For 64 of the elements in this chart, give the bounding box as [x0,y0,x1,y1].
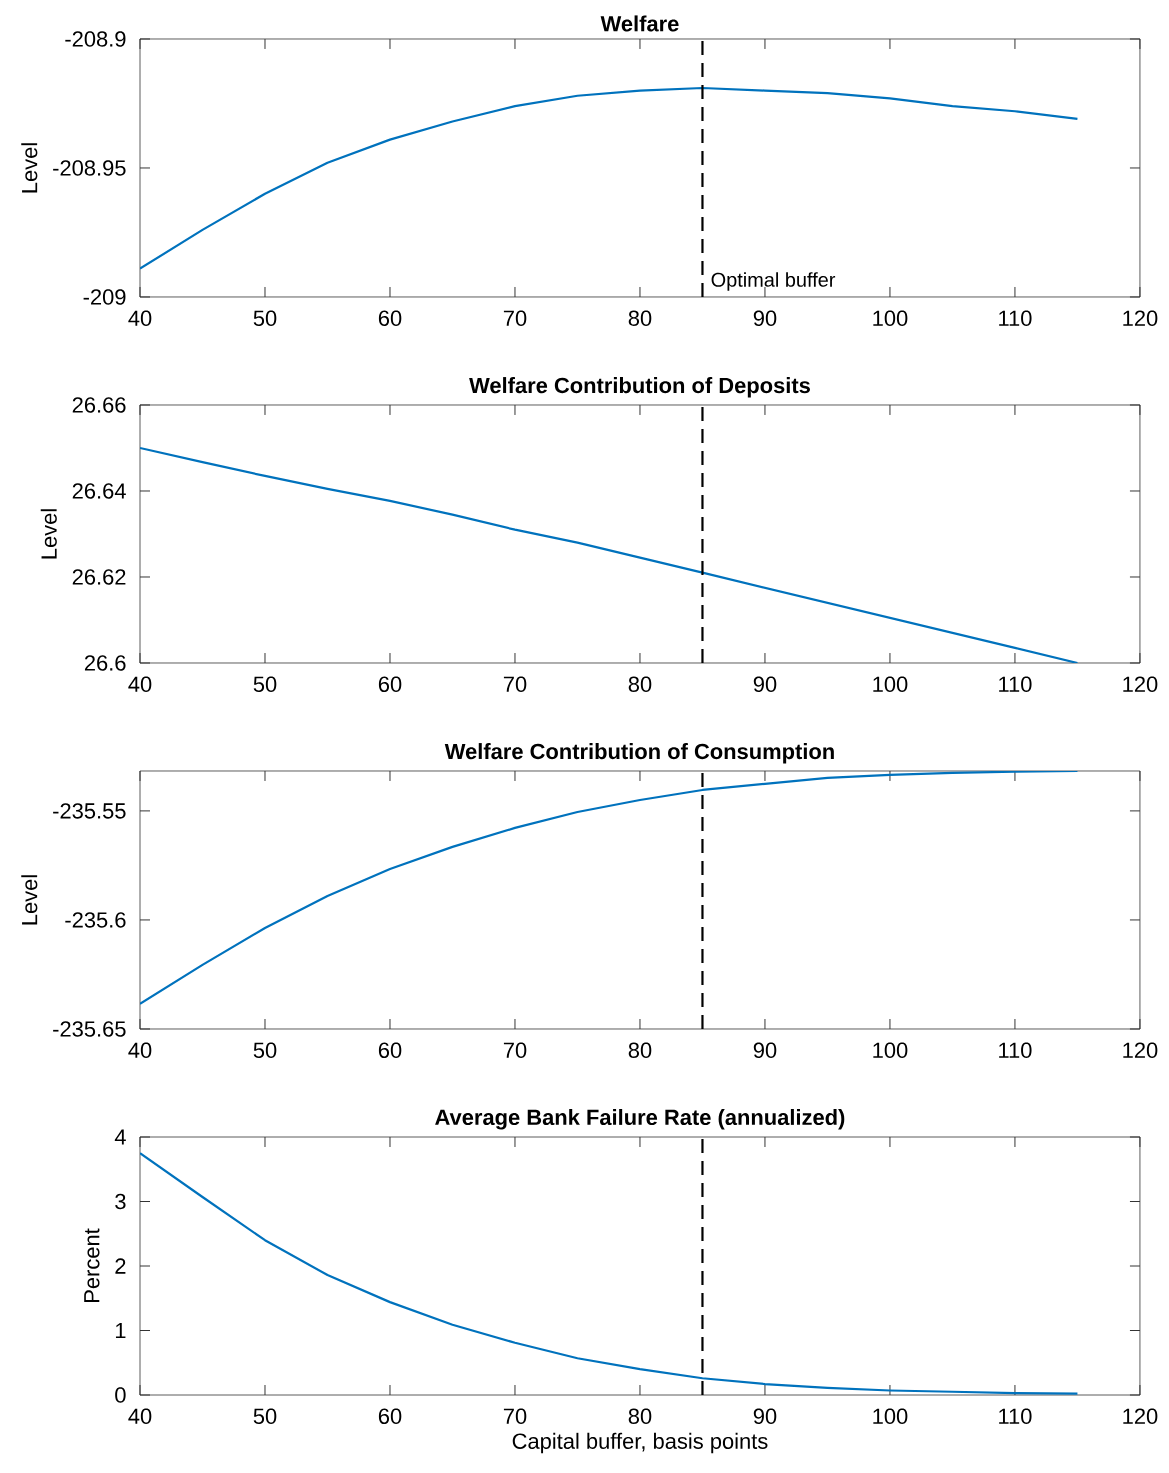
x-tick-label: 40 [128,310,152,327]
x-tick-label: 80 [628,1042,652,1059]
ref-line-label: Optimal buffer [711,272,836,291]
x-tick-label: 50 [253,310,277,327]
x-tick-label: 120 [1123,1042,1158,1059]
x-tick-label: 70 [503,1042,527,1059]
chart-title: Welfare Contribution of Deposits [469,377,810,398]
x-tick-label: 90 [753,310,777,327]
y-tick-label: -235.55 [53,803,126,819]
x-tick-label: 60 [378,676,402,693]
x-tick-label: 110 [999,676,1032,693]
x-tick-label: 60 [378,1042,402,1059]
x-tick-label: 90 [753,1042,777,1059]
x-tick-label: 100 [873,676,908,693]
x-tick-label: 110 [999,1408,1032,1425]
x-tick-label: 50 [253,676,277,693]
x-tick-label: 100 [873,310,908,327]
x-tick-label: 70 [503,676,527,693]
x-tick-label: 100 [873,1042,908,1059]
y-tick-label: -208.9 [65,31,126,47]
y-tick-label: 26.64 [72,483,126,499]
x-tick-label: 90 [753,1408,777,1425]
x-tick-label: 50 [253,1408,277,1425]
y-tick-label: 26.6 [84,655,126,671]
x-tick-label: 60 [378,310,402,327]
x-axis-title: Capital buffer, basis points [512,1432,768,1454]
line-series [140,770,1079,1006]
y-tick-label: 3 [115,1193,126,1210]
x-tick-label: 50 [253,1042,277,1059]
chart-title: Welfare Contribution of Consumption [444,743,834,764]
y-tick-label: 4 [114,1129,126,1145]
chart-title: Welfare [600,15,679,32]
x-tick-label: 100 [873,1408,908,1425]
y-tick-label: 2 [115,1258,126,1274]
y-tick-label: -209 [83,289,126,305]
x-tick-label: 70 [503,1408,527,1425]
x-tick-label: 80 [628,310,652,327]
x-tick-label: 120 [1123,1408,1158,1425]
y-tick-label: -235.6 [65,912,126,928]
y-tick-label: -208.95 [53,160,126,176]
x-tick-label: 40 [128,1042,152,1059]
line-series [140,86,1079,270]
y-tick-label: 1 [115,1322,126,1339]
x-tick-label: 60 [378,1408,402,1425]
x-tick-label: 40 [128,1408,152,1425]
y-axis-title: Percent [84,1228,100,1302]
y-axis-title: Level [21,875,38,925]
x-tick-label: 90 [753,676,777,693]
y-axis-title: Level [40,509,57,559]
chart-title: Average Bank Failure Rate (annualized) [435,1108,845,1130]
x-tick-label: 80 [628,676,652,693]
x-tick-label: 120 [1123,310,1158,327]
y-tick-label: -235.65 [53,1021,126,1037]
line-series [140,1152,1079,1395]
x-tick-label: 70 [503,310,527,327]
y-tick-label: 26.66 [72,397,126,413]
x-tick-label: 110 [999,310,1032,327]
y-tick-label: 0 [115,1387,126,1403]
x-tick-label: 80 [628,1408,652,1425]
x-tick-label: 120 [1123,676,1158,693]
y-tick-label: 26.62 [72,569,126,585]
x-tick-label: 110 [999,1042,1032,1059]
y-axis-title: Level [21,143,38,193]
x-tick-label: 40 [128,676,152,693]
